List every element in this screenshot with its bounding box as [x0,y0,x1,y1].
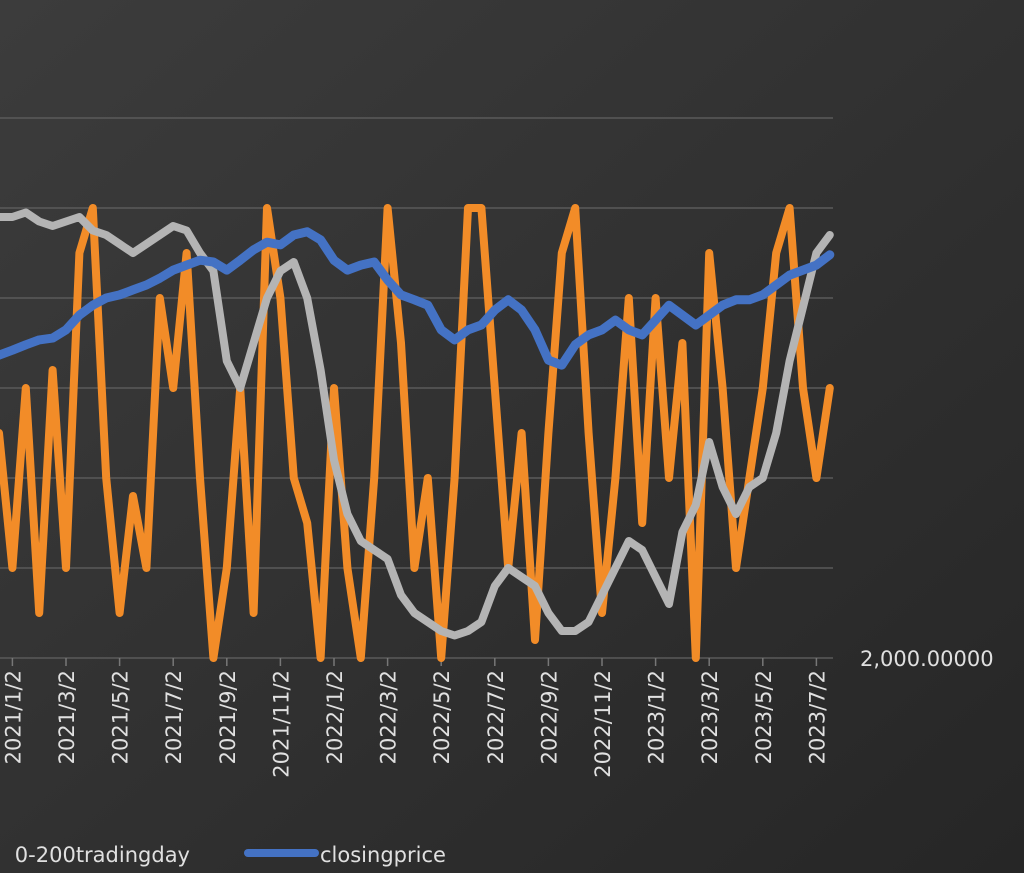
legend-label: 0-200tradingday [15,843,190,867]
x-tick-label: 2021/5/2 [109,670,133,764]
x-tick-label: 2023/5/2 [752,670,776,764]
y2-tick-label: 2,000.00000 [860,647,994,671]
x-tick-label: 2021/1/2 [1,670,25,764]
x-tick-label: 2023/1/2 [645,670,669,764]
series-line [0,227,835,370]
x-tick-label: 2023/3/2 [698,670,722,764]
x-tick-label: 2021/7/2 [162,670,186,764]
x-tick-label: 2022/7/2 [484,670,508,764]
x-tick-label: 2023/7/2 [805,670,829,764]
x-tick-label: 2022/5/2 [430,670,454,764]
x-tick-label: 2022/9/2 [537,670,561,764]
series-line [0,204,834,662]
legend-label: closingprice [320,843,446,867]
x-tick-label: 2021/11/2 [269,670,293,778]
x-tick-label: 2022/11/2 [591,670,615,778]
x-tick-label: 2022/1/2 [323,670,347,764]
x-tick-label: 2022/3/2 [377,670,401,764]
x-tick-label: 2021/3/2 [55,670,79,764]
x-tick-label: 2021/9/2 [216,670,240,764]
series-line [0,208,834,640]
